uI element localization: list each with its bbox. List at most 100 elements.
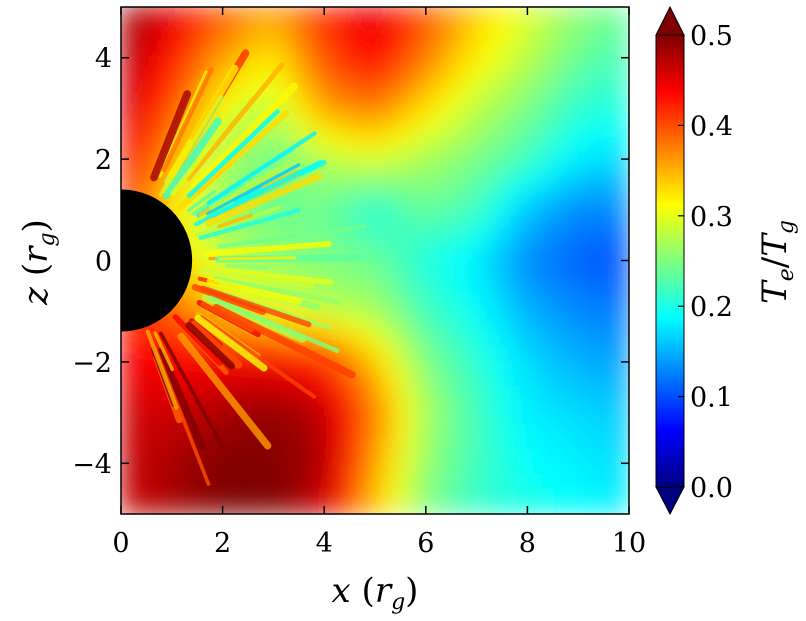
heatmap-cell	[132, 386, 148, 401]
heatmap-cell	[501, 82, 516, 97]
heatmap-cell	[386, 18, 402, 34]
heatmap-cell	[539, 234, 554, 249]
heatmap-cell	[335, 120, 351, 135]
heatmap-cell	[513, 487, 529, 503]
heatmap-cell	[323, 56, 338, 72]
heatmap-cell	[399, 259, 415, 275]
heatmap-cell	[551, 310, 567, 325]
heatmap-cell	[526, 474, 542, 490]
colorbar-body	[655, 34, 685, 488]
heatmap-cell	[450, 284, 465, 300]
heatmap-cell	[121, 348, 135, 363]
heatmap-cell	[424, 221, 440, 237]
heatmap-cell	[323, 462, 338, 477]
heatmap-cell	[551, 386, 567, 401]
heatmap-cell	[285, 94, 300, 110]
heatmap-cell	[297, 208, 313, 224]
heatmap-cell	[386, 56, 402, 72]
heatmap-cell	[437, 31, 453, 47]
heatmap-cell	[361, 221, 376, 237]
heatmap-cell	[424, 272, 440, 287]
x-tick-label: 4	[316, 528, 333, 559]
heatmap-cell	[386, 360, 402, 376]
heatmap-cell	[488, 170, 503, 186]
heatmap-cell	[335, 145, 351, 161]
heatmap-cell	[323, 196, 338, 211]
heatmap-cell	[348, 398, 364, 414]
heatmap-cell	[602, 424, 618, 439]
heatmap-cell	[564, 44, 580, 59]
heatmap-cell	[399, 18, 415, 34]
heatmap-cell	[475, 246, 491, 262]
y-axis-label: z (rg)	[16, 219, 60, 306]
heatmap-cell	[589, 360, 605, 376]
heatmap-cell	[589, 94, 605, 110]
heatmap-cell	[335, 284, 351, 300]
heatmap-cell	[386, 500, 402, 514]
heatmap-cell	[615, 474, 629, 490]
heatmap-cell	[577, 474, 592, 490]
heatmap-cell	[399, 322, 415, 338]
heatmap-cell	[615, 360, 629, 376]
heatmap-cell	[234, 424, 249, 439]
heatmap-cell	[348, 284, 364, 300]
y-tick-label: 0	[95, 247, 112, 278]
heatmap-cell	[361, 284, 376, 300]
heatmap-cell	[386, 297, 402, 313]
heatmap-cell	[374, 31, 389, 47]
heatmap-cell	[589, 120, 605, 135]
heatmap-cell	[121, 18, 135, 34]
heatmap-cell	[158, 411, 173, 427]
heatmap-cell	[602, 94, 618, 110]
heatmap-cell	[577, 132, 592, 148]
heatmap-cell	[297, 31, 313, 47]
heatmap-cell	[437, 310, 453, 325]
heatmap-cell	[196, 7, 211, 21]
heatmap-streak	[172, 314, 223, 366]
heatmap-cell	[412, 462, 427, 477]
x-tick-label: 10	[612, 528, 646, 559]
heatmap-cell	[615, 335, 629, 351]
heatmap-cell	[310, 474, 326, 490]
heatmap-cell	[399, 297, 415, 313]
heatmap-cell	[361, 208, 376, 224]
heatmap-cell	[121, 107, 135, 123]
heatmap-cell	[297, 82, 313, 97]
heatmap-cell	[551, 297, 567, 313]
heatmap-cell	[539, 145, 554, 161]
heatmap-cell	[424, 386, 440, 401]
heatmap-cell	[335, 424, 351, 439]
heatmap-cell	[412, 297, 427, 313]
heatmap-cell	[335, 386, 351, 401]
heatmap-cell	[170, 56, 186, 72]
heatmap-cell	[539, 120, 554, 135]
heatmap-cell	[615, 284, 629, 300]
heatmap-cell	[412, 246, 427, 262]
heatmap-cell	[310, 360, 326, 376]
heatmap-cell	[247, 474, 262, 490]
heatmap-cell	[462, 145, 478, 161]
heatmap-cell	[285, 474, 300, 490]
heatmap-cell	[259, 145, 275, 161]
heatmap-cell	[247, 7, 262, 21]
heatmap-cell	[526, 170, 542, 186]
heatmap-streak	[217, 213, 253, 229]
heatmap-cell	[221, 462, 237, 477]
heatmap-cell	[475, 44, 491, 59]
heatmap-cell	[577, 386, 592, 401]
heatmap-cell	[615, 234, 629, 249]
heatmap-cell	[272, 44, 288, 59]
heatmap-cell	[602, 335, 618, 351]
heatmap-cell	[488, 398, 503, 414]
heatmap-cell	[412, 398, 427, 414]
heatmap-cell	[424, 424, 440, 439]
heatmap-cell	[247, 398, 262, 414]
heatmap-cell	[399, 183, 415, 199]
heatmap-cell	[526, 284, 542, 300]
heatmap-cell	[399, 462, 415, 477]
heatmap-cell	[615, 436, 629, 452]
heatmap-cell	[513, 7, 529, 21]
heatmap-cell	[323, 170, 338, 186]
heatmap-cell	[564, 424, 580, 439]
heatmap-cell	[310, 94, 326, 110]
